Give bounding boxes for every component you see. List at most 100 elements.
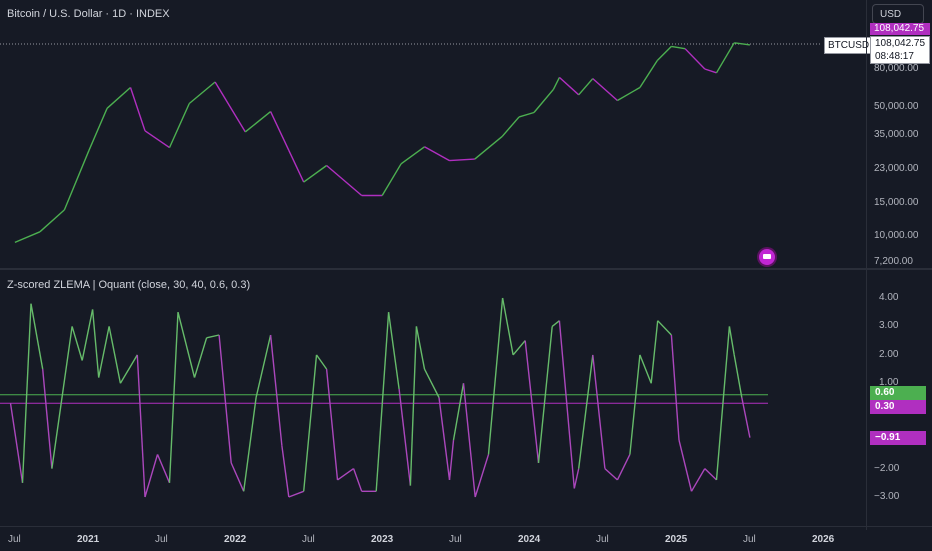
current-value-badge: −0.91 [870, 431, 926, 445]
oscillator-chart-svg [0, 297, 768, 498]
time-axis[interactable]: Jul 2021 Jul 2022 Jul 2023 Jul 2024 Jul 2025 Jul 20… [0, 526, 932, 551]
price-line-segment [518, 111, 535, 118]
price-line-segment [715, 42, 735, 74]
oscillator-line-segment [71, 326, 83, 361]
price-chart-svg [0, 42, 820, 244]
oscillator-line-segment [269, 334, 283, 446]
oscillator-line-segment [98, 326, 110, 378]
oscillator-line-segment [487, 297, 504, 455]
price-tick-label: 35,000.00 [874, 129, 919, 140]
oscillator-line-segment [230, 462, 245, 492]
oscillator-line-segment [715, 326, 731, 480]
oscillator-line-segment [415, 326, 426, 370]
event-marker-icon[interactable] [759, 249, 775, 265]
price-line-segment [269, 111, 290, 151]
price-line-segment [106, 86, 131, 109]
price-line-segment [639, 60, 658, 88]
oscillator-line-segment [670, 334, 680, 441]
oscillator-line-segment [452, 383, 465, 441]
price-line-segment [168, 103, 190, 148]
price-tick-label: 15,000.00 [874, 197, 919, 208]
oscillator-line-segment [551, 320, 560, 327]
price-line-segment [704, 68, 717, 74]
chart-symbol-title: Bitcoin / U.S. Dollar · 1D · INDEX [7, 8, 170, 20]
oscillator-line-segment [448, 440, 455, 480]
oscillator-pane[interactable] [0, 270, 866, 525]
oscillator-line-segment [438, 397, 451, 480]
oscillator-line-segment [315, 354, 328, 370]
price-axis[interactable]: 80,000.00 50,000.00 35,000.00 23,000.00 15,0… [866, 0, 932, 530]
price-line-segment [303, 164, 328, 183]
price-line-segment [63, 150, 90, 211]
price-line-segment [14, 231, 41, 244]
oscillator-line-segment [733, 354, 743, 398]
price-line-segment [129, 87, 146, 132]
oscillator-line-segment [281, 445, 290, 498]
price-line-segment [381, 163, 402, 196]
oscillator-tick-label: 3.00 [879, 320, 899, 331]
price-line-segment [684, 48, 706, 70]
price-line-segment [734, 42, 742, 45]
price-tick-label: 7,200.00 [874, 256, 913, 267]
indicator-title: Z-scored ZLEMA | Oquant (close, 30, 40, … [7, 279, 251, 291]
price-tick-label: 10,000.00 [874, 230, 919, 241]
oscillator-line-segment [51, 326, 73, 469]
price-line-segment [144, 130, 170, 149]
time-tick-label: 2023 [371, 534, 394, 545]
oscillator-line-segment [91, 309, 100, 378]
oscillator-line-segment [119, 354, 138, 384]
oscillator-line-segment [524, 340, 540, 463]
oscillator-line-segment [375, 312, 390, 492]
oscillator-line-segment [537, 326, 553, 463]
price-line-segment [592, 78, 618, 102]
time-tick-label: Jul [449, 534, 462, 545]
price-line-segment [552, 77, 561, 90]
bar-countdown: 08:48:17 [875, 51, 914, 62]
time-tick-label: Jul [8, 534, 21, 545]
oscillator-line-segment [30, 303, 44, 370]
price-line-segment [617, 86, 641, 102]
price-line-segment [741, 43, 750, 46]
price-line-segment [424, 146, 450, 162]
oscillator-line-segment [728, 326, 735, 356]
oscillator-line-segment [592, 354, 606, 469]
oscillator-line-segment [657, 320, 672, 336]
oscillator-line-segment [501, 297, 514, 356]
symbol-tag: BTCUSD [824, 37, 874, 54]
oscillator-line-segment [218, 334, 232, 463]
oscillator-line-segment [558, 320, 575, 489]
oscillator-line-segment [144, 454, 159, 498]
time-tick-label: 2022 [224, 534, 247, 545]
pane-divider[interactable] [0, 268, 932, 270]
oscillator-line-segment [21, 303, 32, 483]
oscillator-line-segment [462, 383, 476, 498]
price-pane[interactable] [0, 0, 866, 268]
time-tick-label: Jul [302, 534, 315, 545]
oscillator-tick-label: −2.00 [874, 463, 900, 474]
oscillator-line-segment [409, 326, 418, 486]
oscillator-line-segment [512, 340, 526, 356]
time-tick-label: Jul [596, 534, 609, 545]
oscillator-line-segment [573, 468, 580, 489]
oscillator-line-segment [168, 312, 179, 483]
oscillator-line-segment [629, 354, 641, 455]
oscillator-line-segment [325, 369, 339, 480]
price-line-segment [533, 88, 554, 113]
oscillator-line-segment [387, 312, 400, 390]
oscillator-line-segment [108, 326, 122, 384]
oscillator-tick-label: 2.00 [879, 349, 899, 360]
oscillator-tick-label: 1.00 [879, 377, 899, 388]
oscillator-line-segment [288, 490, 304, 498]
oscillator-line-segment [423, 368, 440, 398]
price-line-segment [288, 150, 305, 183]
price-tick-label: 50,000.00 [874, 101, 919, 112]
oscillator-line-segment [741, 397, 751, 438]
price-line-segment [88, 108, 108, 151]
price-line-segment [671, 45, 686, 50]
oscillator-line-segment [337, 468, 355, 481]
price-tick-label: 80,000.00 [874, 63, 919, 74]
oscillator-line-segment [243, 397, 257, 492]
time-tick-label: 2026 [812, 534, 835, 545]
price-line-segment [558, 76, 580, 96]
price-series [14, 42, 750, 244]
